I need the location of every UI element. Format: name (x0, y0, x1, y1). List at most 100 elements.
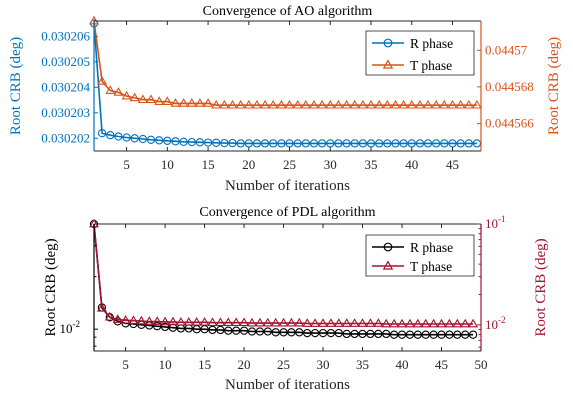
data-point-s2-4 (113, 87, 124, 96)
x-axis-label: Number of iterations (225, 178, 350, 194)
data-point-s2-27 (300, 99, 311, 109)
data-point-s1-46 (456, 139, 465, 148)
data-point-s2-30 (325, 99, 336, 109)
data-point-s1-15 (203, 138, 213, 147)
data-point-s2-9 (152, 316, 163, 325)
y-left-tick-label: 0.030203 (41, 105, 90, 120)
data-point-s1-38 (391, 139, 400, 148)
data-point-s2-16 (211, 99, 222, 109)
data-point-s1-20 (244, 139, 253, 148)
data-point-s2-36 (365, 318, 376, 327)
tick-base: 10 (485, 317, 498, 332)
data-point-s2-2 (97, 76, 108, 85)
data-point-s1-29 (317, 139, 327, 148)
data-point-s1-48 (461, 330, 470, 339)
y-axis-label-left: Root CRB (deg) (43, 238, 59, 336)
data-point-s1-25 (285, 139, 294, 148)
data-point-s2-39 (389, 318, 400, 328)
data-point-s2-2 (96, 302, 107, 312)
data-point-s2-3 (105, 85, 116, 94)
data-point-s1-40 (407, 139, 416, 148)
data-point-s1-24 (277, 139, 286, 148)
data-point-s2-35 (366, 99, 376, 109)
data-point-s2-24 (270, 317, 281, 327)
legend-label-2: T phase (410, 58, 452, 73)
data-point-s1-19 (236, 139, 245, 148)
y-right-tick-label: 10-2 (485, 315, 506, 332)
x-tick-label: 15 (198, 357, 211, 372)
data-point-s1-42 (423, 139, 433, 148)
data-point-s2-19 (231, 317, 242, 327)
data-point-s2-28 (302, 318, 313, 327)
data-point-s1-21 (247, 327, 257, 336)
data-point-s2-22 (254, 317, 265, 327)
data-point-s1-21 (252, 139, 262, 148)
data-point-s1-34 (350, 329, 359, 339)
data-point-s1-3 (106, 131, 115, 140)
data-point-s1-49 (468, 330, 478, 339)
x-tick-label: 45 (435, 357, 448, 372)
x-tick-label: 15 (202, 157, 215, 172)
data-point-s2-8 (146, 94, 156, 104)
data-point-s2-43 (420, 318, 431, 328)
data-point-s1-14 (195, 138, 205, 147)
data-point-s1-34 (358, 139, 368, 148)
series-group (89, 15, 482, 148)
data-point-s2-32 (341, 99, 352, 109)
data-point-s1-36 (375, 139, 384, 148)
y-left-tick-label: 0.030204 (41, 79, 90, 94)
data-point-s2-5 (120, 314, 131, 324)
data-point-s2-31 (333, 99, 344, 109)
data-point-s2-48 (460, 318, 471, 328)
x-tick-label: 40 (396, 357, 409, 372)
data-point-s2-29 (317, 99, 328, 109)
series-line-2 (93, 20, 477, 106)
data-point-s2-30 (318, 318, 328, 327)
data-point-s2-4 (112, 314, 123, 323)
y-axis-label-left: Root CRB (deg) (8, 37, 24, 135)
data-point-s1-31 (326, 328, 336, 338)
data-point-s2-7 (136, 315, 147, 325)
data-point-s2-26 (286, 317, 297, 327)
x-tick-label: 45 (446, 157, 459, 172)
data-point-s1-22 (260, 139, 270, 148)
data-point-s2-37 (373, 318, 384, 327)
data-point-s2-13 (183, 316, 194, 326)
data-point-s1-18 (228, 138, 237, 148)
x-tick-label: 30 (317, 357, 330, 372)
data-point-s1-23 (269, 139, 278, 148)
data-point-s2-33 (341, 318, 352, 327)
data-point-s2-38 (390, 99, 401, 109)
data-point-s2-27 (294, 317, 305, 327)
data-point-s1-46 (445, 330, 454, 339)
data-point-s2-31 (325, 318, 336, 327)
data-point-s2-21 (247, 317, 257, 327)
data-point-s2-12 (178, 98, 189, 107)
legend-marker-2 (382, 59, 394, 69)
data-point-s2-38 (381, 318, 392, 328)
data-point-s1-9 (155, 136, 164, 145)
data-point-s2-42 (412, 318, 423, 328)
data-point-s2-18 (223, 317, 234, 327)
legend-label-1: R phase (410, 36, 453, 51)
legend: R phase T phase (365, 234, 475, 277)
data-point-s1-47 (464, 139, 473, 148)
data-point-s2-13 (186, 98, 197, 107)
data-point-s1-44 (440, 139, 449, 148)
tick-exponent: -2 (498, 315, 506, 325)
data-point-s2-19 (235, 99, 246, 109)
data-point-s1-31 (334, 139, 343, 148)
series-line-2 (93, 223, 474, 325)
x-axis-label: Number of iterations (225, 377, 350, 393)
x-tick-label: 40 (405, 157, 418, 172)
chart-2: Convergence of PDL algorithm 5 10 15 20 25 30 3… (43, 205, 549, 393)
data-point-s2-14 (194, 98, 205, 107)
data-point-s1-27 (301, 139, 310, 148)
x-tick-label: 5 (122, 357, 129, 372)
data-point-s2-8 (144, 316, 155, 325)
data-point-s1-6 (130, 134, 139, 143)
data-point-s2-42 (423, 99, 433, 109)
data-point-s1-44 (429, 330, 438, 339)
x-tick-label: 35 (356, 357, 369, 372)
